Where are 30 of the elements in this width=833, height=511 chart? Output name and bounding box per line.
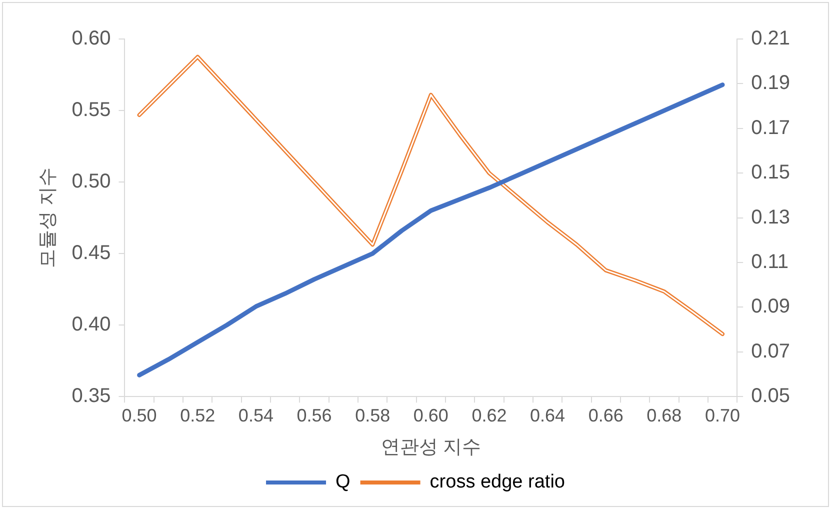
y2-tick-label: 0.07 [751, 340, 790, 362]
x-tick-label: 0.70 [704, 405, 740, 426]
legend-label: cross edge ratio [430, 472, 565, 493]
y-axis-title: 모듈성 지수 [38, 168, 59, 268]
y-tick-label: 0.40 [72, 314, 111, 336]
x-tick-label: 0.54 [238, 405, 274, 426]
legend-label: Q [336, 472, 350, 493]
y2-tick-label: 0.19 [751, 72, 790, 94]
y-tick-label: 0.45 [72, 242, 111, 264]
x-tick-label: 0.50 [122, 405, 157, 426]
x-tick-label: 0.64 [530, 405, 566, 426]
y-tick-label: 0.50 [72, 170, 111, 193]
x-tick-label: 0.56 [296, 405, 332, 426]
y2-tick-label: 0.09 [751, 296, 790, 318]
y-tick-label: 0.55 [72, 99, 111, 122]
x-tick-label: 0.60 [413, 405, 448, 426]
x-tick-label: 0.62 [472, 405, 507, 426]
x-tick-label: 0.68 [646, 405, 682, 426]
x-tick-label: 0.52 [180, 405, 216, 426]
y2-tick-label: 0.13 [751, 206, 790, 228]
y2-tick-label: 0.21 [751, 28, 790, 50]
y-tick-label: 0.35 [72, 385, 111, 408]
x-tick-label: 0.66 [588, 405, 624, 426]
y2-tick-label: 0.17 [751, 116, 790, 139]
x-tick-label: 0.58 [355, 405, 390, 426]
y-tick-label: 0.60 [72, 28, 111, 50]
y2-tick-label: 0.11 [751, 251, 789, 274]
y2-tick-label: 0.05 [751, 385, 790, 408]
x-axis-title: 연관성 지수 [380, 436, 482, 458]
y2-tick-label: 0.15 [751, 162, 790, 184]
